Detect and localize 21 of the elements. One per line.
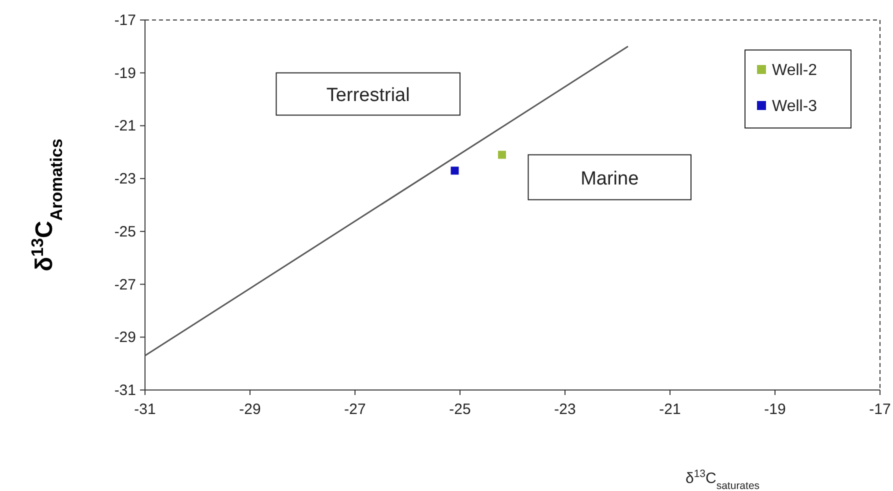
y-tick-label: -31 <box>114 382 136 399</box>
y-tick-label: -23 <box>114 170 136 188</box>
x-tick-label: -29 <box>239 401 261 418</box>
legend-label: Well-2 <box>772 62 818 79</box>
y-tick-label: -27 <box>114 276 136 294</box>
y-tick-label: -17 <box>114 12 136 29</box>
x-tick-label: -25 <box>449 401 471 418</box>
x-axis-title: δ$^{13}$C$_{saturates}$ <box>685 468 760 491</box>
x-tick-label: -27 <box>344 401 366 418</box>
x-tick-label: -19 <box>764 401 786 418</box>
x-tick-label: -23 <box>554 401 576 418</box>
y-tick-label: -19 <box>114 64 136 82</box>
x-tick-label: -17 <box>869 401 891 418</box>
annotation: Marine <box>580 168 639 190</box>
y-tick-label: -29 <box>114 329 136 346</box>
x-tick-label: -31 <box>134 401 156 418</box>
y-tick-label: -25 <box>114 223 136 240</box>
x-tick-label: -21 <box>659 401 681 418</box>
annotation: Terrestrial <box>326 85 410 106</box>
y-tick-label: -21 <box>114 118 136 135</box>
legend-label: Well-3 <box>772 98 818 115</box>
